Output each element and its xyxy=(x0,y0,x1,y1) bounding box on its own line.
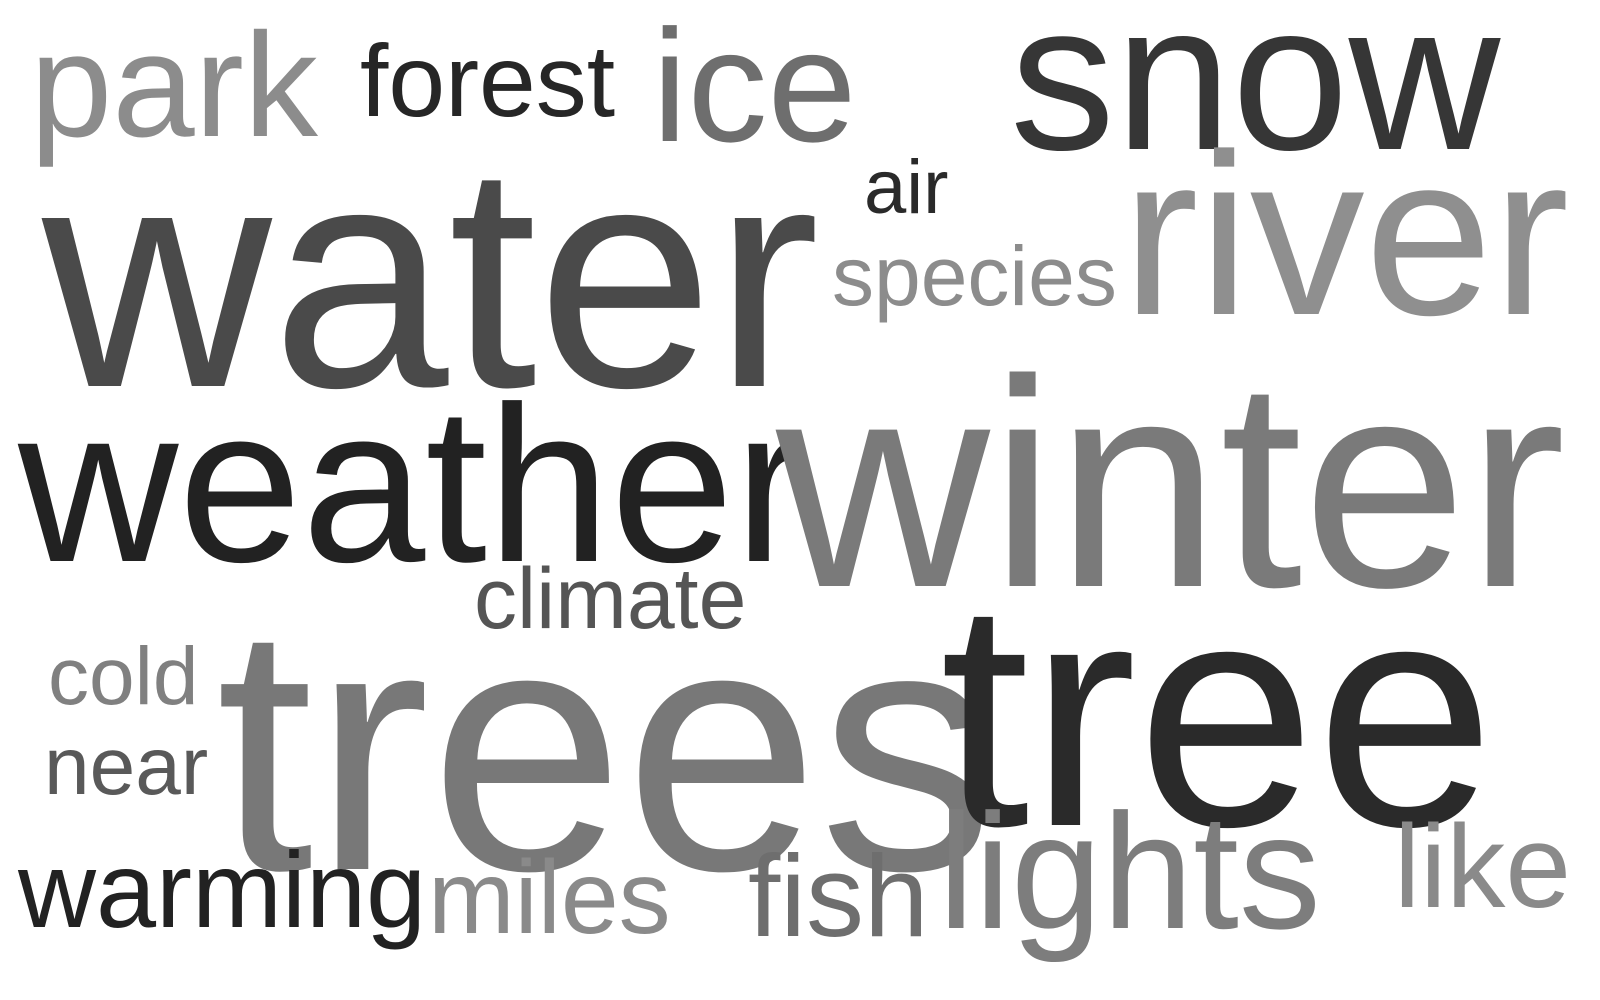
word-lights: lights xyxy=(938,780,1321,963)
word-species: species xyxy=(832,229,1117,323)
word-weather: weather xyxy=(18,361,808,609)
word-winter: winter xyxy=(776,318,1566,649)
word-river: river xyxy=(1122,106,1570,363)
word-park: park xyxy=(30,3,318,168)
word-ice: ice xyxy=(652,0,857,175)
word-trees: trees xyxy=(216,553,995,944)
word-air: air xyxy=(864,145,949,230)
word-warming: warming xyxy=(18,829,427,950)
word-fish: fish xyxy=(748,831,929,961)
word-climate: climate xyxy=(474,551,747,647)
word-forest: forest xyxy=(360,24,616,138)
word-like: like xyxy=(1394,801,1572,933)
word-cold: cold xyxy=(48,631,199,722)
word-near: near xyxy=(44,721,209,812)
word-tree: tree xyxy=(940,535,1495,894)
word-miles: miles xyxy=(428,840,671,956)
word-snow: snow xyxy=(1010,0,1501,194)
word-water: water xyxy=(42,99,820,454)
